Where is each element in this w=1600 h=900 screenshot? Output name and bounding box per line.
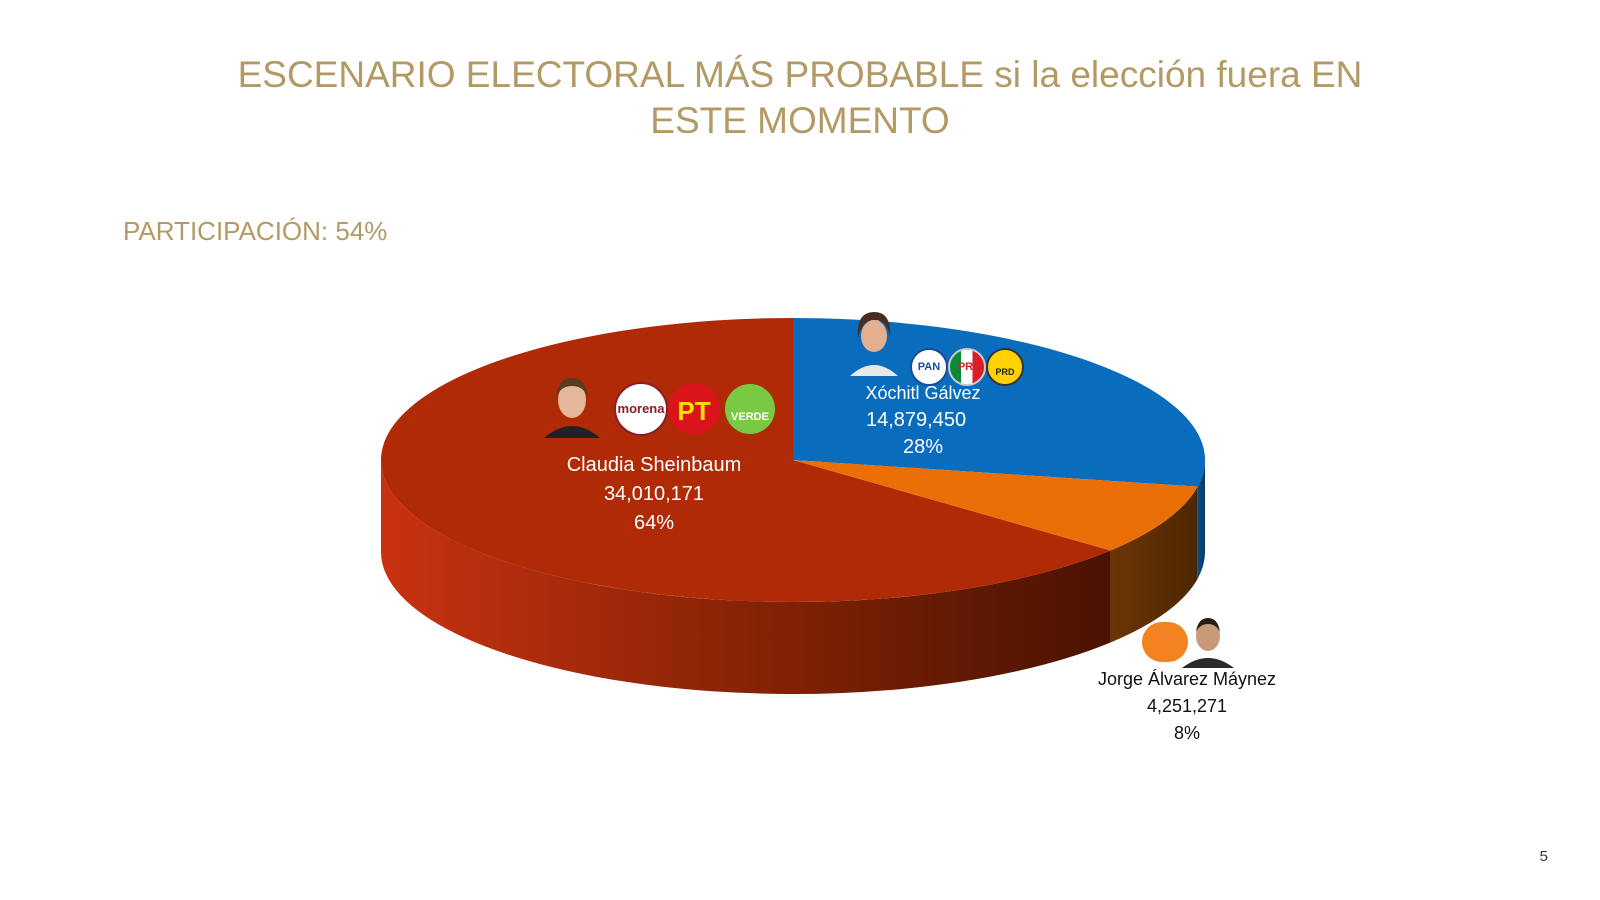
sheinbaum-avatar-icon bbox=[544, 378, 600, 438]
pri-logo-icon: PRI bbox=[948, 348, 986, 386]
sheinbaum-data-label: Claudia Sheinbaum 34,010,171 64% bbox=[524, 451, 784, 538]
prd-logo-icon: PRD bbox=[986, 348, 1024, 386]
galvez-slice bbox=[793, 318, 1205, 487]
sheinbaum-votes: 34,010,171 bbox=[603, 483, 705, 505]
sheinbaum-slice-side bbox=[380, 460, 1111, 694]
pie-slice-tops bbox=[380, 318, 1205, 602]
galvez-name: Xóchitl Gálvez bbox=[865, 383, 981, 403]
galvez-percent: 28% bbox=[902, 436, 944, 458]
maynez-slice bbox=[793, 460, 1198, 551]
movimiento-ciudadano-logo-icon bbox=[1142, 622, 1188, 662]
page-number: 5 bbox=[1539, 848, 1548, 865]
pie-slice-sides bbox=[380, 460, 1205, 694]
galvez-avatar-icon bbox=[850, 312, 898, 376]
galvez-slice-side bbox=[1197, 460, 1205, 579]
maynez-data-label: Jorge Álvarez Máynez 4,251,271 8% bbox=[1083, 666, 1291, 747]
maynez-votes: 4,251,271 bbox=[1146, 696, 1228, 716]
maynez-slice-side bbox=[1110, 486, 1198, 643]
maynez-percent: 8% bbox=[1173, 723, 1200, 743]
maynez-name: Jorge Álvarez Máynez bbox=[1097, 669, 1277, 689]
morena-logo-icon: morena bbox=[614, 382, 668, 436]
slide-title: ESCENARIO ELECTORAL MÁS PROBABLE si la e… bbox=[237, 54, 1363, 141]
sheinbaum-name: Claudia Sheinbaum bbox=[566, 454, 742, 476]
galvez-data-label: Xóchitl Gálvez 14,879,450 28% bbox=[838, 380, 1008, 461]
pan-logo-icon: PAN bbox=[910, 348, 948, 386]
pt-logo-icon: PT bbox=[668, 383, 720, 435]
maynez-avatar-icon bbox=[1182, 618, 1234, 668]
galvez-votes: 14,879,450 bbox=[866, 409, 967, 431]
sheinbaum-percent: 64% bbox=[633, 512, 675, 534]
participation-label: PARTICIPACIÓN: 54% bbox=[123, 216, 388, 246]
verde-logo-icon: VERDE bbox=[725, 384, 775, 434]
